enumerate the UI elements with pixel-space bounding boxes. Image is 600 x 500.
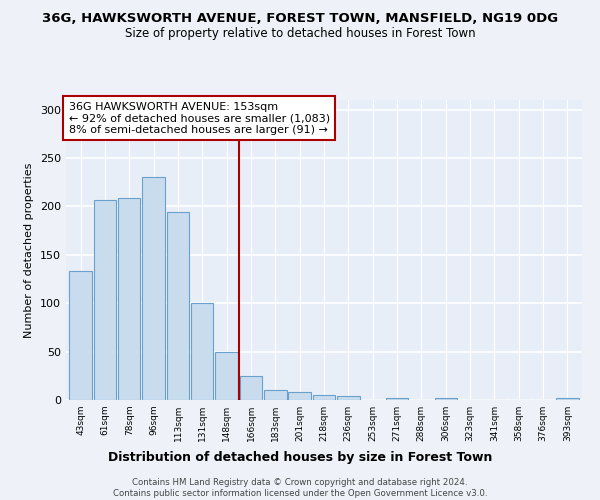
Bar — [215, 352, 238, 400]
Bar — [142, 178, 165, 400]
Bar — [264, 390, 287, 400]
Bar — [191, 303, 214, 400]
Text: 36G, HAWKSWORTH AVENUE, FOREST TOWN, MANSFIELD, NG19 0DG: 36G, HAWKSWORTH AVENUE, FOREST TOWN, MAN… — [42, 12, 558, 26]
Text: Distribution of detached houses by size in Forest Town: Distribution of detached houses by size … — [108, 451, 492, 464]
Y-axis label: Number of detached properties: Number of detached properties — [25, 162, 34, 338]
Bar — [289, 392, 311, 400]
Bar — [118, 198, 140, 400]
Bar — [70, 272, 92, 400]
Bar — [240, 376, 262, 400]
Bar — [313, 395, 335, 400]
Text: Contains HM Land Registry data © Crown copyright and database right 2024.
Contai: Contains HM Land Registry data © Crown c… — [113, 478, 487, 498]
Bar — [556, 398, 578, 400]
Bar — [337, 396, 359, 400]
Bar — [167, 212, 189, 400]
Text: Size of property relative to detached houses in Forest Town: Size of property relative to detached ho… — [125, 28, 475, 40]
Bar — [386, 398, 408, 400]
Text: 36G HAWKSWORTH AVENUE: 153sqm
← 92% of detached houses are smaller (1,083)
8% of: 36G HAWKSWORTH AVENUE: 153sqm ← 92% of d… — [68, 102, 330, 134]
Bar — [434, 398, 457, 400]
Bar — [94, 200, 116, 400]
